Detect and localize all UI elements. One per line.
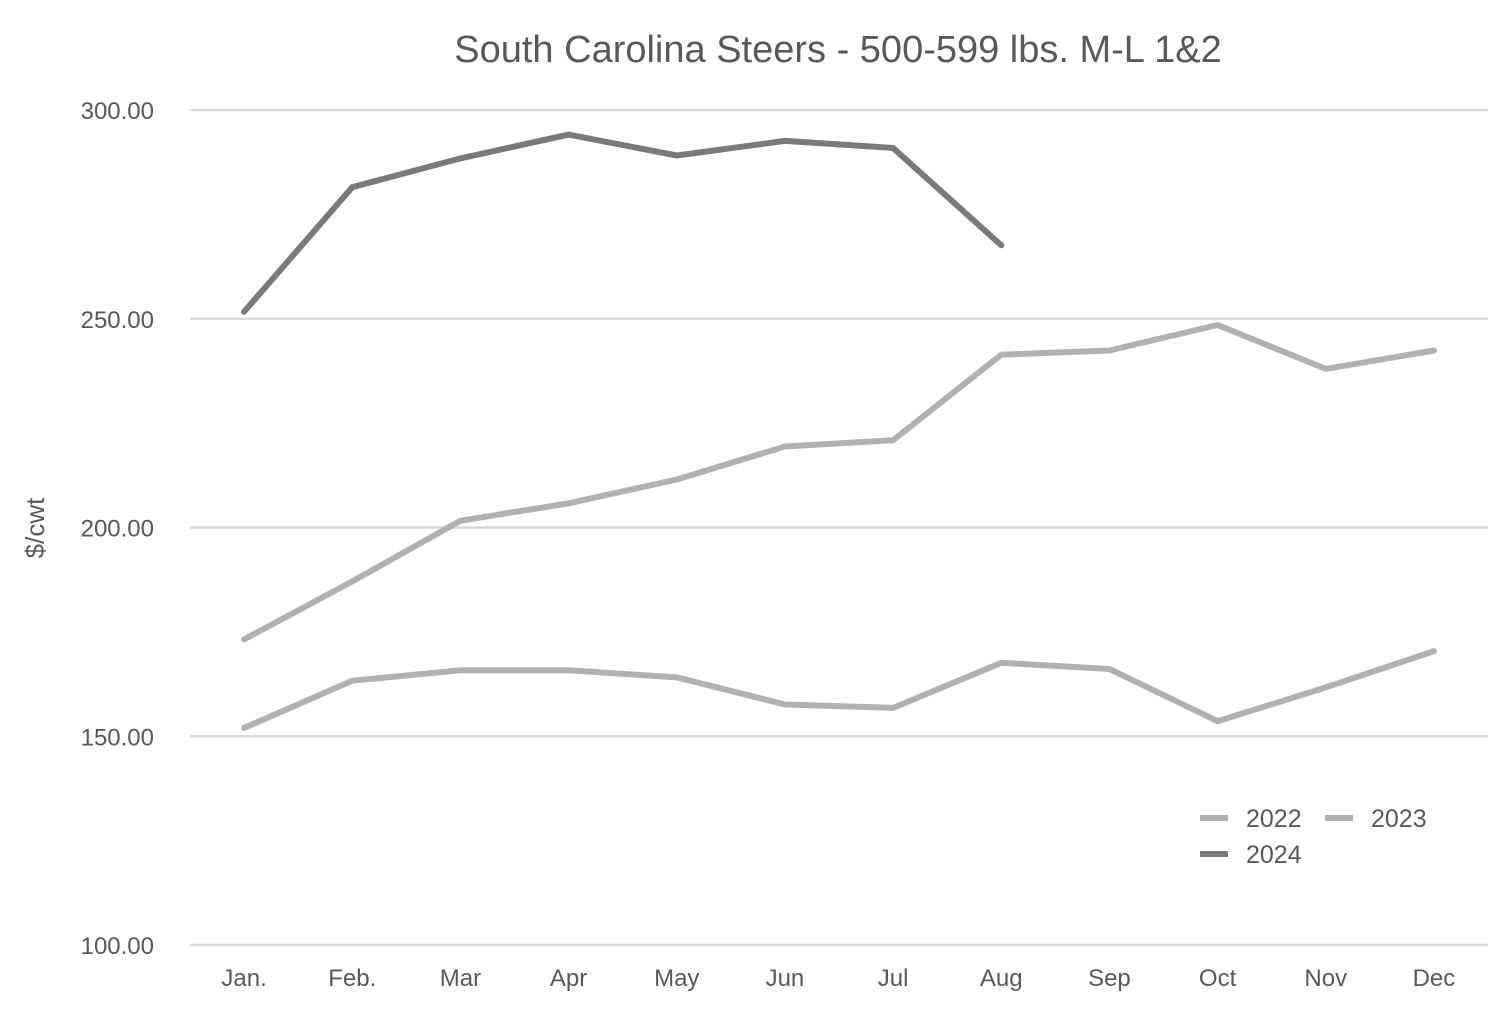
- x-tick-label: Mar: [440, 965, 481, 992]
- y-tick-label: 150.00: [81, 724, 154, 751]
- y-tick-label: 100.00: [81, 933, 154, 960]
- legend-label: 2024: [1246, 841, 1302, 869]
- x-axis-ticks: Jan. Feb. Mar Apr May Jun Jul Aug Sep Oct Nov Dec: [221, 965, 1455, 992]
- legend-item-2023: 2023: [1325, 805, 1427, 833]
- x-tick-label: Jul: [878, 965, 909, 992]
- series-line-2024: [241, 131, 1005, 315]
- x-tick-label: Sep: [1088, 965, 1131, 992]
- series-lines: [241, 131, 1437, 731]
- legend-item-2024: 2024: [1200, 841, 1302, 869]
- x-tick-label: Dec: [1413, 965, 1456, 992]
- legend: 2022 2023 2024: [1200, 805, 1427, 869]
- y-axis-ticks: 100.00 150.00 200.00 250.00 300.00: [81, 98, 154, 960]
- x-tick-label: Oct: [1199, 965, 1237, 992]
- y-tick-label: 300.00: [81, 98, 154, 125]
- gridlines: [190, 108, 1488, 947]
- x-tick-label: Apr: [550, 965, 587, 992]
- legend-label: 2022: [1246, 805, 1302, 833]
- x-tick-label: Nov: [1304, 965, 1347, 992]
- y-axis-label: $/cwt: [20, 497, 50, 558]
- series-line-2022: [241, 648, 1437, 731]
- y-tick-label: 250.00: [81, 307, 154, 334]
- chart-title: South Carolina Steers - 500-599 lbs. M-L…: [454, 29, 1221, 71]
- x-tick-label: Feb.: [328, 965, 376, 992]
- x-tick-label: Jun: [766, 965, 805, 992]
- x-tick-label: May: [654, 965, 699, 992]
- y-tick-label: 200.00: [81, 516, 154, 543]
- x-tick-label: Jan.: [221, 965, 266, 992]
- series-line-2023: [241, 322, 1437, 643]
- legend-item-2022: 2022: [1200, 805, 1302, 833]
- x-tick-label: Aug: [980, 965, 1023, 992]
- legend-label: 2023: [1371, 805, 1427, 833]
